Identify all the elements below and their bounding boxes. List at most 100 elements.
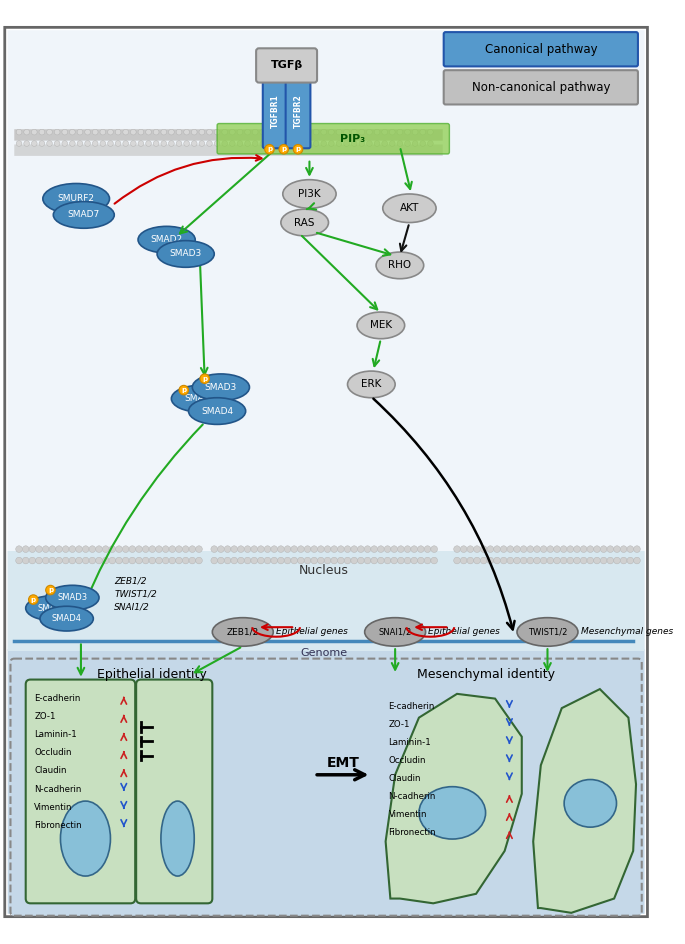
Circle shape — [534, 546, 540, 552]
Text: p: p — [281, 146, 286, 152]
Ellipse shape — [383, 194, 436, 223]
FancyBboxPatch shape — [444, 32, 638, 66]
Circle shape — [251, 546, 258, 552]
Ellipse shape — [283, 179, 336, 209]
FancyBboxPatch shape — [5, 27, 647, 917]
Circle shape — [149, 557, 155, 564]
Circle shape — [634, 546, 640, 552]
Circle shape — [382, 141, 388, 146]
Circle shape — [311, 557, 318, 564]
Circle shape — [237, 141, 242, 146]
Circle shape — [47, 141, 52, 146]
Circle shape — [431, 557, 438, 564]
Text: AKT: AKT — [400, 203, 419, 213]
Text: Nucleus: Nucleus — [299, 564, 349, 577]
Circle shape — [23, 546, 29, 552]
Circle shape — [245, 546, 251, 552]
Circle shape — [514, 557, 521, 564]
Circle shape — [453, 546, 460, 552]
Circle shape — [424, 557, 431, 564]
Circle shape — [175, 546, 182, 552]
Circle shape — [329, 129, 334, 135]
Circle shape — [324, 557, 331, 564]
Text: Claudin: Claudin — [34, 767, 66, 775]
Circle shape — [313, 141, 319, 146]
Circle shape — [54, 141, 60, 146]
Text: SMAD4: SMAD4 — [51, 615, 82, 623]
Circle shape — [162, 557, 169, 564]
Circle shape — [304, 546, 311, 552]
FancyBboxPatch shape — [8, 30, 645, 649]
Circle shape — [130, 141, 136, 146]
Circle shape — [627, 546, 634, 552]
Circle shape — [594, 557, 600, 564]
Circle shape — [115, 141, 121, 146]
Circle shape — [16, 546, 23, 552]
Circle shape — [182, 546, 189, 552]
Circle shape — [614, 546, 621, 552]
Circle shape — [366, 129, 372, 135]
Circle shape — [607, 557, 614, 564]
Circle shape — [329, 141, 334, 146]
Circle shape — [306, 129, 312, 135]
Circle shape — [62, 546, 69, 552]
Circle shape — [374, 129, 380, 135]
Ellipse shape — [281, 210, 329, 236]
Circle shape — [96, 557, 102, 564]
Circle shape — [207, 141, 212, 146]
Circle shape — [277, 546, 284, 552]
Text: TWIST1/2: TWIST1/2 — [527, 628, 567, 636]
Circle shape — [77, 141, 83, 146]
Ellipse shape — [161, 801, 195, 876]
Circle shape — [453, 557, 460, 564]
Circle shape — [487, 546, 494, 552]
Circle shape — [199, 129, 205, 135]
Circle shape — [162, 546, 169, 552]
Circle shape — [108, 141, 113, 146]
Text: p: p — [182, 387, 186, 393]
Circle shape — [69, 129, 75, 135]
Text: Non-canonical pathway: Non-canonical pathway — [471, 81, 610, 93]
Circle shape — [580, 557, 587, 564]
FancyBboxPatch shape — [286, 73, 310, 148]
Circle shape — [138, 129, 144, 135]
Circle shape — [85, 141, 90, 146]
Circle shape — [275, 141, 281, 146]
Circle shape — [359, 129, 364, 135]
Circle shape — [507, 546, 514, 552]
Circle shape — [553, 557, 560, 564]
Text: RAS: RAS — [295, 217, 315, 228]
Circle shape — [284, 557, 291, 564]
Circle shape — [560, 546, 567, 552]
Circle shape — [69, 141, 75, 146]
Circle shape — [351, 557, 358, 564]
Circle shape — [138, 141, 144, 146]
Text: SNAI1/2: SNAI1/2 — [379, 628, 412, 636]
Circle shape — [391, 557, 397, 564]
Circle shape — [412, 129, 418, 135]
Circle shape — [371, 557, 377, 564]
Text: Epithelial genes: Epithelial genes — [428, 628, 500, 636]
Circle shape — [291, 546, 297, 552]
Text: SMAD2: SMAD2 — [184, 395, 216, 403]
Text: MEK: MEK — [370, 320, 392, 330]
Circle shape — [277, 557, 284, 564]
Text: ZEB1/2
TWIST1/2
SNAI1/2: ZEB1/2 TWIST1/2 SNAI1/2 — [114, 576, 157, 612]
Ellipse shape — [264, 144, 274, 154]
Circle shape — [336, 129, 342, 135]
Ellipse shape — [357, 312, 405, 339]
Circle shape — [271, 557, 277, 564]
Circle shape — [129, 546, 136, 552]
Text: RHO: RHO — [388, 261, 412, 270]
Circle shape — [149, 546, 155, 552]
Circle shape — [527, 557, 534, 564]
Circle shape — [298, 141, 303, 146]
Circle shape — [69, 557, 76, 564]
Circle shape — [427, 141, 433, 146]
Ellipse shape — [40, 606, 93, 631]
Ellipse shape — [188, 397, 246, 425]
Ellipse shape — [293, 144, 303, 154]
Circle shape — [55, 546, 62, 552]
Circle shape — [313, 129, 319, 135]
Circle shape — [191, 129, 197, 135]
